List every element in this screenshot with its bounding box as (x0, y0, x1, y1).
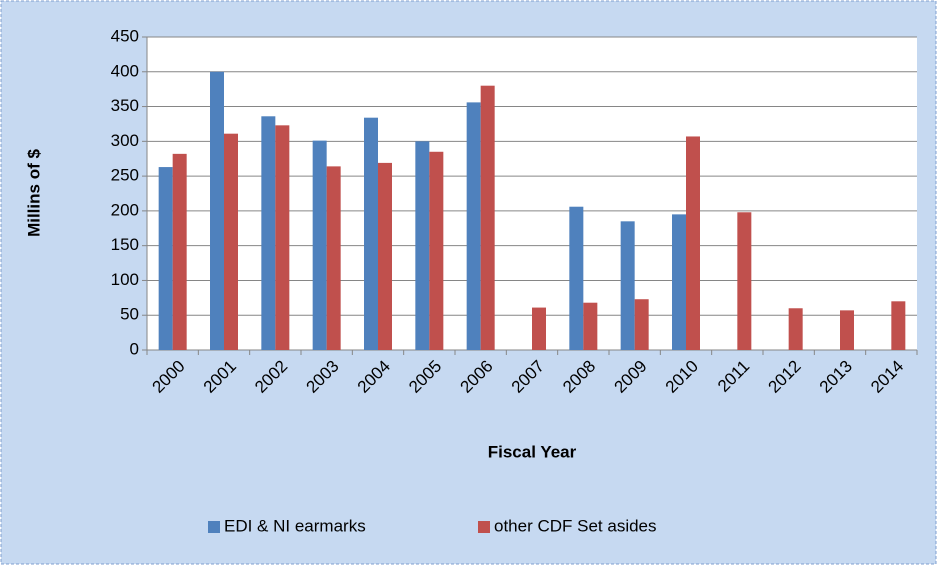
legend-swatch (208, 521, 220, 533)
y-tick-label: 0 (130, 339, 139, 358)
bar (415, 141, 430, 350)
bar (891, 301, 906, 350)
bar (672, 214, 686, 350)
y-tick-label: 200 (111, 200, 139, 219)
bar (224, 133, 238, 350)
bar (312, 140, 327, 350)
bar (480, 85, 495, 350)
bar (569, 206, 584, 350)
y-tick-label: 300 (111, 131, 139, 150)
bar (788, 308, 803, 350)
bar (326, 166, 341, 350)
bar (620, 221, 635, 350)
bar (583, 302, 598, 350)
legend-label: other CDF Set asides (494, 516, 657, 535)
y-tick-label: 350 (111, 96, 139, 115)
bar (840, 310, 854, 350)
bar (158, 167, 173, 350)
bar (378, 162, 392, 350)
bar (210, 71, 224, 351)
bar (686, 136, 700, 350)
bar (275, 125, 290, 350)
y-tick-label: 450 (111, 26, 139, 45)
x-axis-title: Fiscal Year (488, 442, 577, 461)
y-tick-label: 250 (111, 166, 139, 185)
legend-label: EDI & NI earmarks (224, 516, 366, 535)
bar (634, 299, 649, 350)
bar (429, 151, 444, 350)
y-tick-label: 50 (120, 305, 139, 324)
bar (466, 102, 481, 350)
y-tick-label: 100 (111, 270, 139, 289)
y-tick-label: 150 (111, 235, 139, 254)
bar (737, 212, 752, 350)
legend-swatch (478, 521, 490, 533)
bar (172, 153, 187, 350)
y-axis-title: Millins of $ (24, 149, 43, 237)
bar (261, 116, 276, 350)
bar (364, 117, 378, 350)
bar (532, 307, 546, 350)
y-tick-label: 400 (111, 61, 139, 80)
